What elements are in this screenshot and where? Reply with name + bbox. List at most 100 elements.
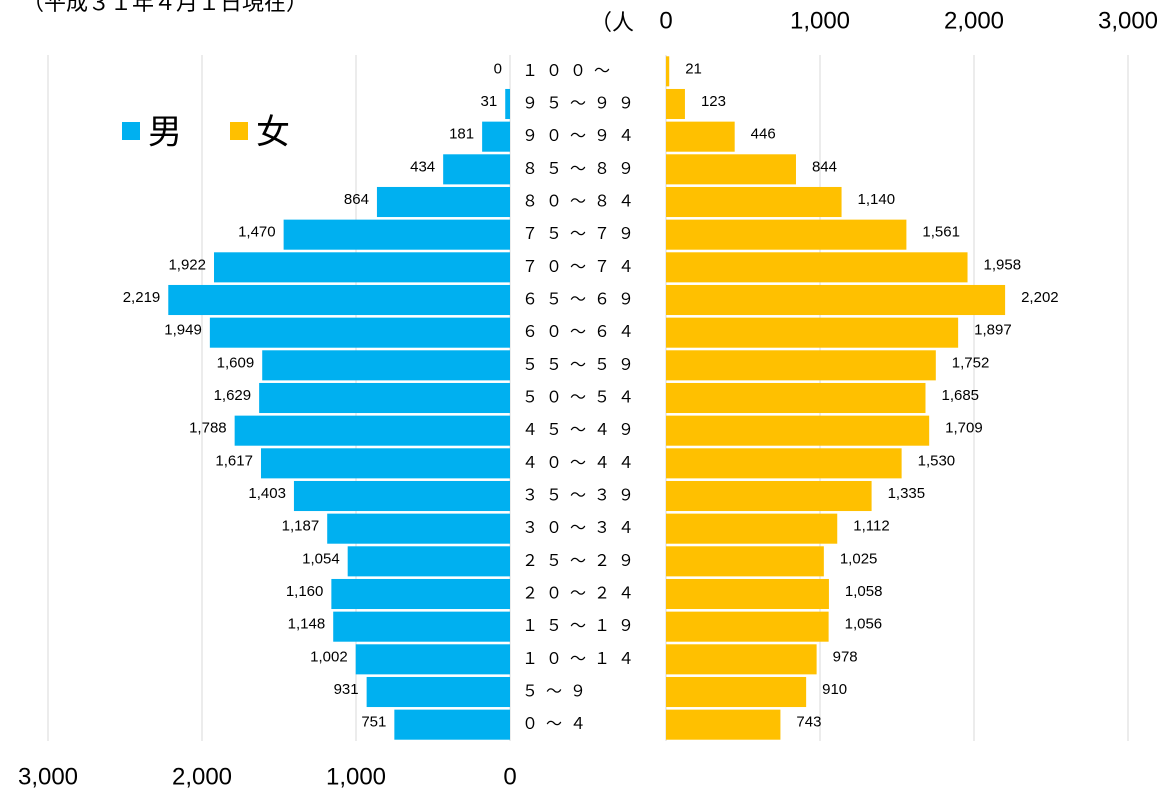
bar (666, 676, 807, 708)
bar (347, 546, 510, 577)
bar (666, 252, 968, 283)
value-label: 1,112 (853, 518, 889, 535)
category-label: １０～１４ (522, 649, 642, 668)
value-label: 446 (751, 126, 776, 143)
category-label: ２５～２９ (522, 551, 642, 570)
category-label: ７０～７４ (522, 257, 642, 276)
value-label: 434 (410, 158, 435, 175)
value-label: 181 (449, 126, 474, 143)
bar (259, 382, 510, 414)
value-label: 1,025 (840, 550, 878, 567)
value-label: 751 (361, 714, 386, 731)
bar (327, 513, 510, 544)
bar (666, 317, 959, 348)
bar (214, 252, 510, 283)
bar (482, 121, 510, 152)
bar (666, 480, 872, 512)
value-label: 1,752 (952, 354, 990, 371)
bar (666, 644, 817, 675)
bar (666, 350, 936, 381)
bar (666, 219, 907, 250)
x2-tick-label: 2,000 (944, 7, 1004, 34)
value-label: 910 (822, 681, 847, 698)
value-label: 1,949 (164, 322, 202, 339)
value-label: 1,160 (286, 583, 324, 600)
value-label: 743 (796, 714, 821, 731)
value-label: 1,056 (845, 616, 883, 633)
bar (666, 546, 824, 577)
bar (366, 676, 510, 708)
legend-swatch (122, 122, 140, 140)
x-tick-label: 3,000 (18, 763, 78, 790)
value-label: 1,788 (189, 420, 227, 437)
bar (666, 611, 829, 642)
category-label: ３０～３４ (522, 518, 642, 537)
category-label: ８５～８９ (522, 159, 642, 178)
value-label: 844 (812, 158, 837, 175)
value-label: 1,058 (845, 583, 883, 600)
value-label: 1,609 (217, 354, 255, 371)
value-label: 978 (833, 648, 858, 665)
category-label: １５～１９ (522, 616, 642, 635)
category-label: ６０～６４ (522, 322, 642, 341)
unit-label: （人 (590, 11, 634, 36)
category-label: ８０～８４ (522, 192, 642, 211)
bar (666, 415, 930, 446)
value-label: 1,403 (248, 485, 286, 502)
bar (666, 186, 842, 218)
category-label: ２０～２４ (522, 584, 642, 603)
bar (666, 154, 796, 185)
bar (666, 121, 735, 152)
value-label: 0 (494, 60, 502, 77)
subtitle: （平成３１年４月１日現在） (22, 0, 308, 16)
value-label: 1,709 (945, 420, 983, 437)
category-label: ９５～９９ (522, 94, 642, 113)
category-label: ４０～４４ (522, 453, 642, 472)
category-label: ９０～９４ (522, 126, 642, 145)
bar (355, 644, 510, 675)
bar (666, 56, 670, 87)
legend-label: 男 (148, 113, 182, 153)
value-label: 864 (344, 191, 369, 208)
bar (666, 513, 838, 544)
category-label: ５０～５４ (522, 388, 642, 407)
bar (376, 186, 510, 218)
category-label: ３５～３９ (522, 486, 642, 505)
x-tick-label: 2,000 (172, 763, 232, 790)
bar (666, 709, 781, 740)
value-label: 1,148 (288, 616, 326, 633)
bar (331, 578, 510, 610)
value-label: 1,470 (238, 224, 276, 241)
bar (333, 611, 510, 642)
value-label: 2,219 (123, 289, 161, 306)
bar (666, 88, 685, 120)
value-label: 1,685 (941, 387, 979, 404)
value-label: 21 (685, 60, 702, 77)
value-label: 1,897 (974, 322, 1012, 339)
x2-tick-label: 1,000 (790, 7, 850, 34)
bar (168, 284, 511, 316)
legend-swatch (230, 122, 248, 140)
bar (262, 350, 510, 381)
category-label: ４５～４９ (522, 420, 642, 439)
value-label: 1,140 (858, 191, 896, 208)
value-label: 1,958 (984, 256, 1022, 273)
value-label: 31 (481, 93, 498, 110)
category-label: ５５～５９ (522, 355, 642, 374)
value-label: 1,335 (888, 485, 926, 502)
x-tick-label: 0 (503, 763, 516, 790)
category-label: ６５～６９ (522, 290, 642, 309)
value-label: 1,187 (282, 518, 320, 535)
value-label: 1,629 (214, 387, 252, 404)
x-tick-label: 1,000 (326, 763, 386, 790)
value-label: 1,002 (310, 648, 348, 665)
legend-label: 女 (256, 113, 290, 153)
bar (394, 709, 510, 740)
bar (505, 88, 510, 120)
bar (443, 154, 510, 185)
x2-tick-label: 3,000 (1098, 7, 1158, 34)
category-label: ７５～７９ (522, 224, 642, 243)
value-label: 123 (701, 93, 726, 110)
category-label: ５～９ (522, 682, 594, 701)
